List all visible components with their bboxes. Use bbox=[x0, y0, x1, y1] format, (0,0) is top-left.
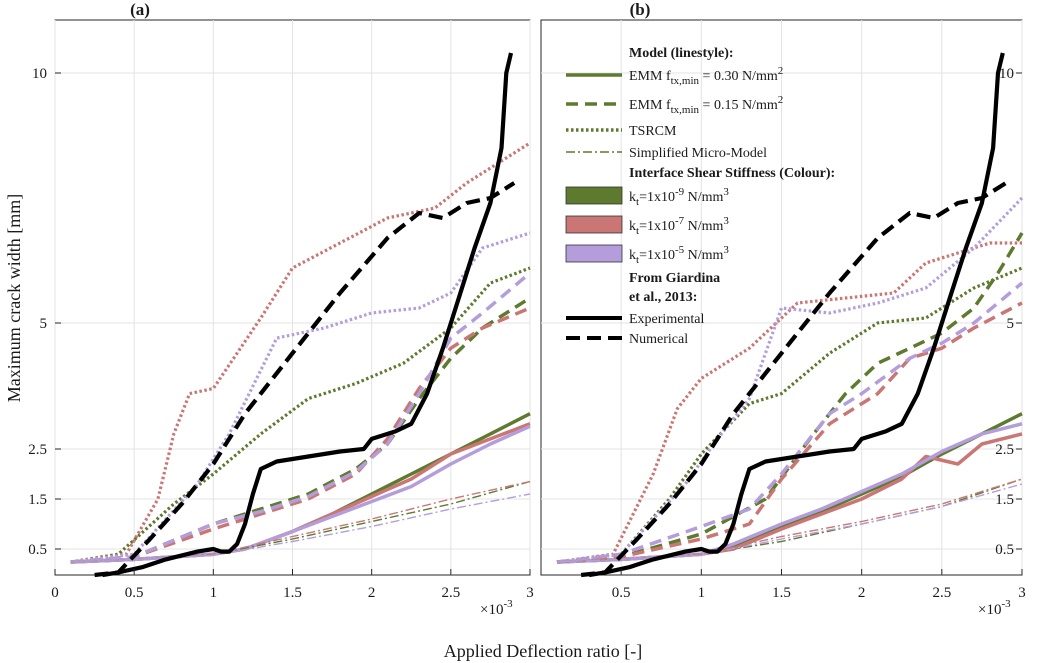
panel-b-title: (b) bbox=[630, 0, 651, 19]
y-tick-label: 0.5 bbox=[995, 542, 1014, 558]
legend: Model (linestyle): EMM ftx,min = 0.30 N/… bbox=[565, 46, 835, 347]
x-tick-label: 1.5 bbox=[283, 585, 302, 601]
series-emm-0-15-kt-1e-5 bbox=[556, 281, 1024, 564]
panel-a: 0 0.5 1 1.5 2 2.5 3 0.5 1.5 2.5 5 10 (a) ×10-3 bbox=[28, 0, 534, 618]
series-emm-0-15-kt-1e-5 bbox=[70, 271, 532, 564]
y-tick-label: 2.5 bbox=[28, 442, 47, 458]
x-tick-label: 1 bbox=[698, 585, 706, 601]
x-tick-label: 2 bbox=[858, 585, 866, 601]
x-tick-label: 0.5 bbox=[612, 585, 631, 601]
y-tick-label: 1.5 bbox=[995, 492, 1014, 508]
legend-swatch-kt-1e-7 bbox=[565, 215, 623, 234]
series-experimental bbox=[588, 52, 1005, 578]
y-tick-label: 0.5 bbox=[28, 542, 47, 558]
y-tick-label: 2.5 bbox=[995, 442, 1014, 458]
x-axis-label: Applied Deflection ratio [-] bbox=[444, 641, 642, 661]
legend-stiffness-heading: Interface Shear Stiffness (Colour): bbox=[629, 166, 835, 181]
series-emm-0-15-kt-1e-9 bbox=[556, 232, 1024, 564]
legend-kt-1e-9: kt=1x10-9 N/mm3 bbox=[629, 186, 729, 208]
panel-a-title: (a) bbox=[130, 0, 150, 19]
series-emm-0-15-kt-1e-7 bbox=[70, 306, 531, 564]
legend-kt-1e-5: kt=1x10-5 N/mm3 bbox=[629, 244, 729, 266]
panel-b: 0.5 1 1.5 2 2.5 3 0.5 1.5 2.5 5 10 (b) ×10-3 bbox=[540, 0, 1026, 618]
y-tick-label: 1.5 bbox=[28, 492, 47, 508]
x-tick-label: 2.5 bbox=[932, 585, 951, 601]
panel-a-x-multiplier: ×10-3 bbox=[480, 598, 513, 618]
legend-numerical: Numerical bbox=[629, 332, 688, 347]
x-tick-label: 2.5 bbox=[441, 585, 460, 601]
legend-swatch-kt-1e-9 bbox=[565, 186, 623, 205]
legend-experimental: Experimental bbox=[629, 312, 705, 327]
x-tick-label: 1 bbox=[210, 585, 218, 601]
y-tick-label: 5 bbox=[40, 316, 48, 332]
legend-kt-1e-7: kt=1x10-7 N/mm3 bbox=[629, 215, 729, 237]
panel-a-series bbox=[70, 52, 532, 578]
legend-model-heading: Model (linestyle): bbox=[629, 46, 734, 61]
legend-giardina-line2: et al., 2013: bbox=[629, 290, 697, 305]
legend-emm-015: EMM ftx,min = 0.15 N/mm2 bbox=[629, 94, 783, 116]
y-tick-label: 10 bbox=[32, 66, 47, 82]
x-tick-label: 0.5 bbox=[125, 585, 144, 601]
series-simplified-kt-1e-5 bbox=[70, 493, 531, 563]
panel-b-grid bbox=[541, 20, 1023, 575]
y-tick-label: 10 bbox=[999, 66, 1014, 82]
legend-emm-030: EMM ftx,min = 0.30 N/mm2 bbox=[629, 65, 783, 87]
series-tsrcm-kt-1e-7 bbox=[556, 241, 1022, 564]
series-numerical bbox=[94, 181, 516, 578]
series-tsrcm-kt-1e-5 bbox=[556, 196, 1024, 564]
legend-giardina-line1: From Giardina bbox=[629, 271, 720, 286]
x-tick-label: 2 bbox=[368, 585, 376, 601]
y-tick-label: 5 bbox=[1007, 316, 1015, 332]
y-axis-label: Maximum crack width [mm] bbox=[4, 194, 24, 402]
series-emm-0-15-kt-1e-7 bbox=[556, 301, 1023, 564]
panel-b-ticks: 0.5 1 1.5 2 2.5 3 0.5 1.5 2.5 5 10 bbox=[612, 66, 1026, 601]
panel-b-series bbox=[556, 52, 1024, 578]
x-tick-label: 3 bbox=[1018, 585, 1026, 601]
x-tick-label: 0 bbox=[51, 585, 59, 601]
series-experimental bbox=[102, 52, 514, 578]
x-tick-label: 3 bbox=[526, 585, 534, 601]
legend-tsrcm: TSRCM bbox=[629, 124, 677, 139]
x-tick-label: 1.5 bbox=[772, 585, 791, 601]
legend-simplified: Simplified Micro-Model bbox=[629, 146, 767, 161]
legend-swatch-kt-1e-5 bbox=[565, 244, 623, 263]
series-numerical bbox=[580, 181, 1008, 578]
series-simplified-kt-1e-5 bbox=[556, 483, 1023, 563]
panel-b-x-multiplier: ×10-3 bbox=[978, 598, 1011, 618]
series-tsrcm-kt-1e-9 bbox=[556, 266, 1023, 564]
panel-a-ticks: 0 0.5 1 1.5 2 2.5 3 0.5 1.5 2.5 5 10 bbox=[28, 66, 534, 601]
